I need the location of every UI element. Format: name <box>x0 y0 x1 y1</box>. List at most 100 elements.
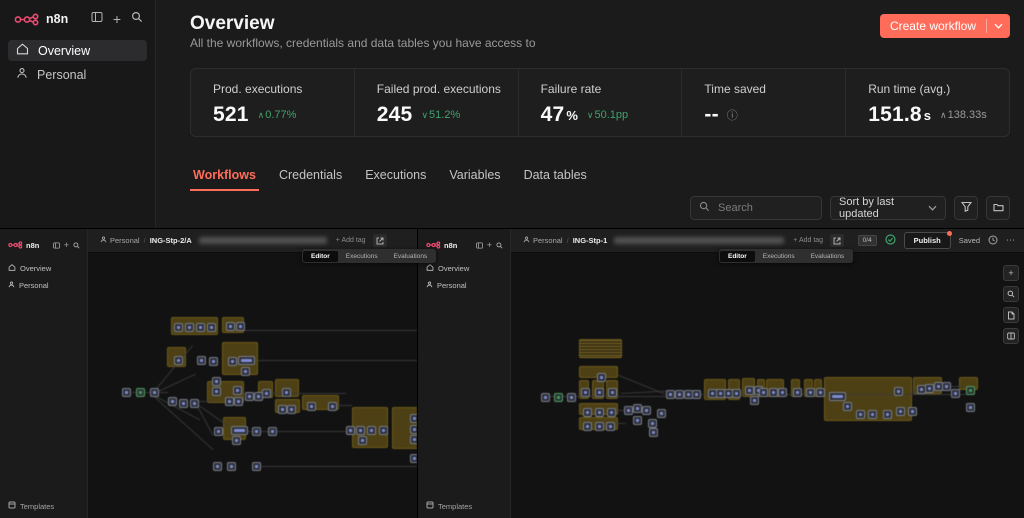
share-button[interactable] <box>830 234 845 247</box>
workflow-node[interactable] <box>583 422 592 431</box>
tab-evaluations[interactable]: Evaluations <box>393 252 428 260</box>
workflow-name[interactable]: ING-Stp-1 <box>572 236 608 245</box>
workflow-node[interactable] <box>649 428 658 437</box>
workflow-node[interactable] <box>793 388 802 397</box>
sidebar-item-templates[interactable]: Templates <box>8 501 54 511</box>
workflow-node[interactable] <box>136 388 145 397</box>
sticky-note[interactable] <box>579 339 622 358</box>
workflow-node[interactable] <box>209 357 218 366</box>
workflow-node[interactable] <box>633 404 642 413</box>
new-workflow-icon[interactable]: + <box>63 240 69 250</box>
panel-toggle-icon[interactable] <box>475 236 483 254</box>
workflow-node[interactable] <box>868 410 877 419</box>
workflow-node[interactable] <box>732 389 741 398</box>
workflow-node[interactable] <box>829 392 846 401</box>
panel-toggle-icon[interactable] <box>52 236 60 254</box>
workflow-node[interactable] <box>262 389 271 398</box>
search-box[interactable] <box>690 196 822 220</box>
share-button[interactable] <box>372 234 387 247</box>
workflow-node[interactable] <box>122 388 131 397</box>
workflow-node[interactable] <box>410 414 417 423</box>
workflow-node[interactable] <box>228 357 237 366</box>
panel-toggle-icon[interactable] <box>91 10 103 28</box>
workflow-node[interactable] <box>358 436 367 445</box>
breadcrumb-project[interactable]: Personal <box>523 236 563 245</box>
workflow-canvas[interactable] <box>88 253 417 518</box>
workflow-node[interactable] <box>245 392 254 401</box>
workflow-node[interactable] <box>633 416 642 425</box>
workflow-node[interactable] <box>896 407 905 416</box>
workflow-node[interactable] <box>328 402 337 411</box>
search-input[interactable] <box>716 201 813 215</box>
workflow-node[interactable] <box>595 422 604 431</box>
search-icon[interactable] <box>496 236 503 254</box>
workflow-node[interactable] <box>278 405 287 414</box>
workflow-node[interactable] <box>595 388 604 397</box>
workflow-node[interactable] <box>608 388 617 397</box>
sidebar-item-overview[interactable]: Overview <box>418 260 510 277</box>
history-clock-icon[interactable] <box>988 232 998 250</box>
workflow-node[interactable] <box>759 388 768 397</box>
workflow-node[interactable] <box>745 386 754 395</box>
publish-button[interactable]: Publish <box>903 231 952 249</box>
workflow-node[interactable] <box>367 426 376 435</box>
workflow-node[interactable] <box>675 390 684 399</box>
workflow-node[interactable] <box>942 382 951 391</box>
workflow-node[interactable] <box>410 425 417 434</box>
workflow-node[interactable] <box>908 407 917 416</box>
workflow-node[interactable] <box>607 408 616 417</box>
workflow-node[interactable] <box>168 397 177 406</box>
workflow-node[interactable] <box>966 386 975 395</box>
tab-editor[interactable]: Editor <box>303 250 338 262</box>
tab-workflows[interactable]: Workflows <box>190 168 259 191</box>
tab-editor[interactable]: Editor <box>720 250 755 262</box>
workflow-node[interactable] <box>843 402 852 411</box>
workflow-node[interactable] <box>750 396 759 405</box>
workflow-node[interactable] <box>567 393 576 402</box>
workflow-node[interactable] <box>234 397 243 406</box>
workflow-node[interactable] <box>214 427 223 436</box>
workflow-node[interactable] <box>883 410 892 419</box>
workflow-node[interactable] <box>197 356 206 365</box>
workflow-node[interactable] <box>212 387 221 396</box>
workflow-node[interactable] <box>212 377 221 386</box>
workflow-node[interactable] <box>856 410 865 419</box>
workflow-node[interactable] <box>282 388 291 397</box>
sidebar-item-personal[interactable]: Personal <box>8 64 147 85</box>
notes-button[interactable] <box>1003 307 1019 323</box>
workflow-node[interactable] <box>174 323 183 332</box>
add-tag-button[interactable]: + Add tag <box>335 237 366 244</box>
zoom-button[interactable] <box>1003 286 1019 302</box>
workflow-node[interactable] <box>692 390 701 399</box>
workflow-node[interactable] <box>778 388 787 397</box>
new-workflow-icon[interactable]: + <box>486 240 492 250</box>
workflow-node[interactable] <box>150 388 159 397</box>
workflow-node[interactable] <box>541 393 550 402</box>
workflow-node[interactable] <box>624 406 633 415</box>
workflow-node[interactable] <box>894 387 903 396</box>
workflow-node[interactable] <box>379 426 388 435</box>
workflow-node[interactable] <box>648 419 657 428</box>
sort-dropdown[interactable]: Sort by last updated <box>830 196 946 220</box>
workflow-node[interactable] <box>174 356 183 365</box>
tab-evaluations[interactable]: Evaluations <box>810 252 845 260</box>
workflow-node[interactable] <box>185 323 194 332</box>
workflow-node[interactable] <box>213 462 222 471</box>
tab-variables[interactable]: Variables <box>449 168 501 182</box>
filter-button[interactable] <box>954 196 978 220</box>
sidebar-item-overview[interactable]: Overview <box>8 40 147 61</box>
workflow-node[interactable] <box>642 406 651 415</box>
workflow-name[interactable]: ING-Stp-2/A <box>149 236 192 245</box>
workflow-node[interactable] <box>236 322 245 331</box>
sidebar-item-templates[interactable]: Templates <box>426 501 472 511</box>
workflow-node[interactable] <box>966 403 975 412</box>
workflow-node[interactable] <box>307 402 316 411</box>
workflow-node[interactable] <box>232 436 241 445</box>
panels-button[interactable] <box>1003 328 1019 344</box>
workflow-node[interactable] <box>226 322 235 331</box>
workflow-node[interactable] <box>252 462 261 471</box>
workflow-node[interactable] <box>233 386 242 395</box>
sidebar-item-overview[interactable]: Overview <box>0 260 87 277</box>
breadcrumb-project[interactable]: Personal <box>100 236 140 245</box>
workflow-node[interactable] <box>666 390 675 399</box>
